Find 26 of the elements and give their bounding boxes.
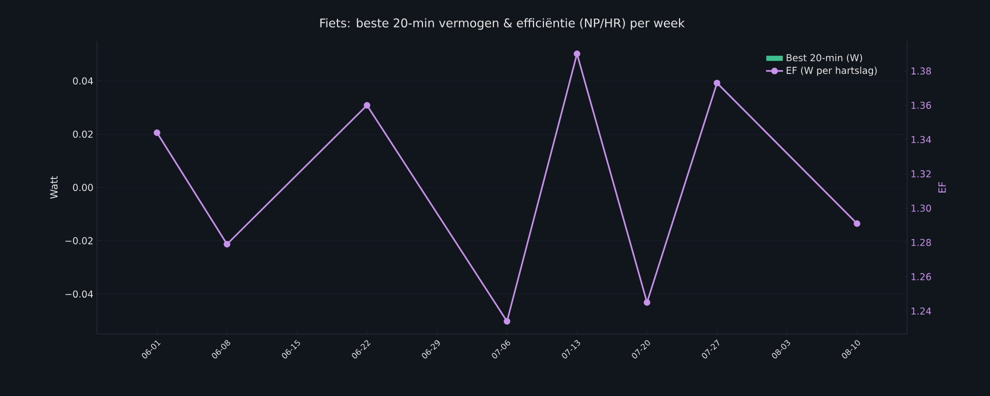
y2-tick-label: 1.30 <box>912 204 931 212</box>
point <box>504 318 510 325</box>
chart-title: Fiets: beste 20-min vermogen & efficiëntie (NP/HR) per week <box>320 18 685 30</box>
point <box>714 80 720 86</box>
y-tick-label: 0.04 <box>73 77 93 85</box>
point <box>854 220 860 227</box>
point <box>644 299 650 306</box>
y2-tick-label: 1.28 <box>912 238 931 246</box>
point <box>364 102 370 109</box>
legend-label: EF (W per hartslag) <box>786 66 877 76</box>
y2-tick-label: 1.32 <box>912 170 931 178</box>
y2-tick-label: 1.26 <box>912 273 931 280</box>
y-tick-label: 0.02 <box>73 130 93 138</box>
y-axis-title: Watt <box>50 176 58 199</box>
point <box>154 129 160 136</box>
y2-tick-label: 1.24 <box>912 308 932 315</box>
point <box>224 240 230 248</box>
y2-tick-label: 1.34 <box>912 136 932 144</box>
y-tick-label: −0.04 <box>65 290 93 298</box>
y-tick-label: −0.02 <box>65 237 93 244</box>
y2-tick-label: 1.36 <box>912 102 931 109</box>
point <box>574 50 580 58</box>
y2-tick-label: 1.38 <box>912 67 931 75</box>
legend-label: Best 20-min (W) <box>786 54 862 62</box>
y-tick-label: 0.00 <box>73 184 93 192</box>
y2-axis-title: EF <box>938 182 946 193</box>
